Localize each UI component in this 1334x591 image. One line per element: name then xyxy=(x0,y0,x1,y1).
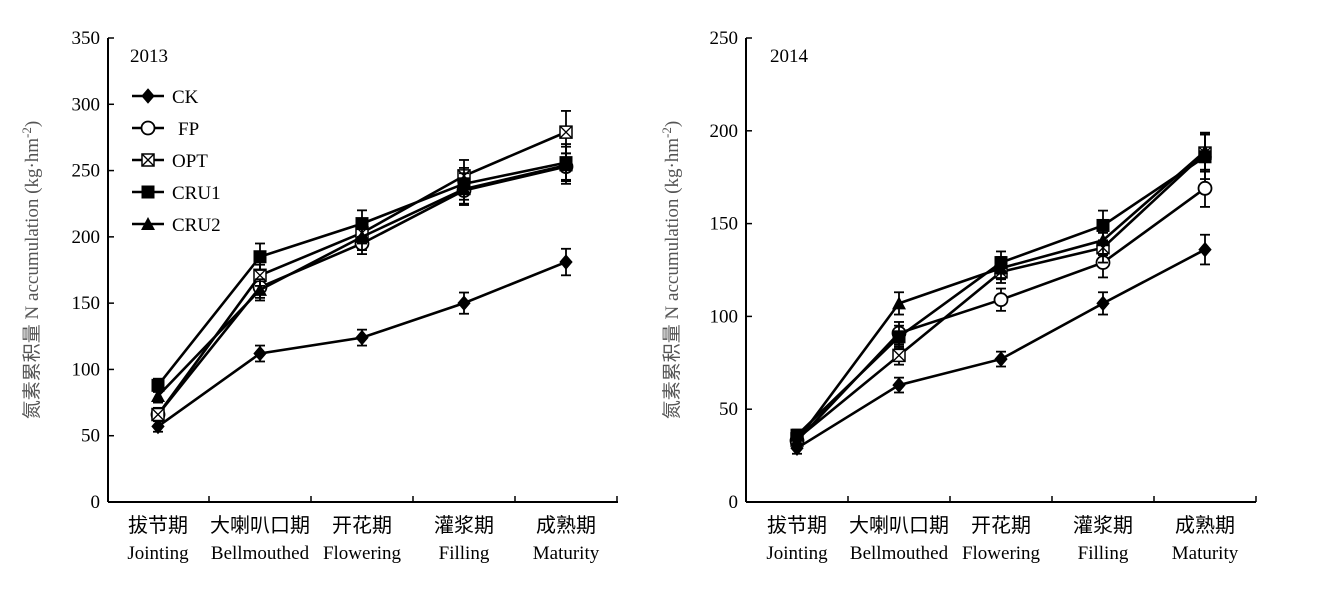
x-category-label-zh: 开花期 xyxy=(971,514,1031,537)
data-point-cru2 xyxy=(457,182,471,196)
legend-marker-cru2 xyxy=(141,217,155,230)
y-tick-label: 250 xyxy=(72,161,101,182)
legend-marker-ck xyxy=(141,88,155,104)
y-tick-label: 100 xyxy=(710,306,739,327)
y-axis-label-zh: 氮素累积量 xyxy=(661,319,683,419)
x-category-label: Flowering xyxy=(323,543,402,564)
x-category-label-zh: 成熟期 xyxy=(536,514,596,537)
y-tick-label: 150 xyxy=(710,214,739,235)
data-point-opt xyxy=(892,348,906,363)
y-axis-label-exp: -2 xyxy=(19,127,34,138)
data-point-ck xyxy=(994,351,1008,367)
legend-marker-fp xyxy=(140,120,156,136)
x-category-label-zh: 灌浆期 xyxy=(1073,514,1133,537)
y-axis-label-close: ) xyxy=(662,121,683,127)
data-point-ck xyxy=(253,345,267,362)
y-tick-label: 0 xyxy=(91,492,101,513)
x-category-label: Flowering xyxy=(962,543,1041,564)
legend-label: FP xyxy=(178,119,199,140)
data-point-cru2 xyxy=(253,282,267,296)
y-axis-label-en: N accumulation (kg·hm xyxy=(22,138,43,320)
data-point-cru2 xyxy=(892,296,906,310)
y-tick-label: 100 xyxy=(72,359,101,380)
x-category-label: Jointing xyxy=(127,543,189,564)
series-line-fp xyxy=(796,187,1206,442)
x-category-label-zh: 拔节期 xyxy=(128,514,188,537)
y-tick-label: 200 xyxy=(710,121,739,142)
data-point-ck xyxy=(1198,241,1212,258)
x-category-label: Maturity xyxy=(533,543,600,564)
series-cru1 xyxy=(151,143,573,393)
chart-title: 2014 xyxy=(770,46,809,67)
data-point-ck xyxy=(151,418,165,435)
y-axis-label: 氮素累积量 N accumulation (kg·hm-2) xyxy=(19,121,43,419)
x-category-label-zh: 拔节期 xyxy=(767,514,827,537)
data-point-cru2 xyxy=(355,229,369,243)
data-point-ck xyxy=(1096,295,1110,312)
y-tick-label: 300 xyxy=(72,94,101,115)
data-point-ck xyxy=(892,377,906,393)
data-point-fp xyxy=(993,292,1009,308)
x-category-label: Maturity xyxy=(1172,543,1239,564)
x-category-label-zh: 灌浆期 xyxy=(434,514,494,537)
x-category-label: Filling xyxy=(439,543,490,564)
data-point-fp xyxy=(1197,180,1213,196)
data-point-opt-x2 xyxy=(151,408,165,421)
x-category-label-zh: 成熟期 xyxy=(1175,514,1235,537)
data-point-cru2 xyxy=(790,433,804,447)
data-point-opt-x2 xyxy=(559,125,573,139)
chart-2013: 0 50 100 150 200 250 300 350 拔节期 Jointing 大喇叭口期 Bel… xyxy=(19,28,618,564)
data-point-opt xyxy=(151,407,165,422)
legend: CK FP OPT CRU1 CRU2 xyxy=(132,87,221,236)
y-axis-label-en: N accumulation (kg·hm xyxy=(662,138,683,320)
data-point-ck xyxy=(355,329,369,346)
data-point-cru1 xyxy=(253,250,267,264)
y-axis-label: 氮素累积量 N accumulation (kg·hm-2) xyxy=(659,121,683,419)
y-tick-label: 250 xyxy=(710,28,739,49)
legend-label: CRU1 xyxy=(172,183,221,204)
data-point-cru2 xyxy=(1096,233,1110,247)
data-point-ck xyxy=(559,254,573,270)
data-point-opt-x2 xyxy=(892,348,906,362)
series-opt xyxy=(151,110,573,423)
legend-marker-opt xyxy=(141,153,155,167)
series-fp xyxy=(789,168,1213,449)
x-category-label: Bellmouthed xyxy=(211,543,310,564)
y-tick-label: 0 xyxy=(729,492,739,513)
series-ck xyxy=(151,247,573,435)
y-axis-label-zh: 氮素累积量 xyxy=(21,319,43,419)
x-category-label-zh: 大喇叭口期 xyxy=(849,514,949,537)
data-point-cru2 xyxy=(151,388,165,402)
series-cru2 xyxy=(151,145,573,404)
legend-label: OPT xyxy=(172,151,208,172)
data-point-ck xyxy=(457,295,471,311)
legend-marker-cru1 xyxy=(141,185,155,199)
y-tick-label: 200 xyxy=(72,227,101,248)
y-axis-label-exp: -2 xyxy=(659,127,674,138)
x-category-label-zh: 开花期 xyxy=(332,514,392,537)
legend-label: CRU2 xyxy=(172,215,221,236)
data-point-opt xyxy=(559,125,573,139)
data-point-cru2 xyxy=(994,261,1008,275)
data-point-cru2 xyxy=(559,158,573,172)
chart-title: 2013 xyxy=(130,46,168,67)
x-category-label: Filling xyxy=(1078,543,1129,564)
x-category-label-zh: 大喇叭口期 xyxy=(210,514,310,537)
chart-2014: 0 50 100 150 200 250 拔节期 Jointing 大喇叭口期 Bellmouth… xyxy=(659,28,1257,564)
y-tick-label: 50 xyxy=(719,399,738,420)
data-point-cru1 xyxy=(892,330,906,344)
series-cru2 xyxy=(790,131,1212,448)
x-category-label: Jointing xyxy=(766,543,828,564)
legend-label: CK xyxy=(172,87,199,108)
y-tick-label: 150 xyxy=(72,293,101,314)
x-category-label: Bellmouthed xyxy=(850,543,949,564)
data-point-cru2 xyxy=(1198,144,1212,158)
y-axis-label-close: ) xyxy=(22,121,43,127)
y-tick-label: 50 xyxy=(81,426,100,447)
legend-marker-opt-x2 xyxy=(141,153,155,167)
y-tick-label: 350 xyxy=(72,28,101,49)
